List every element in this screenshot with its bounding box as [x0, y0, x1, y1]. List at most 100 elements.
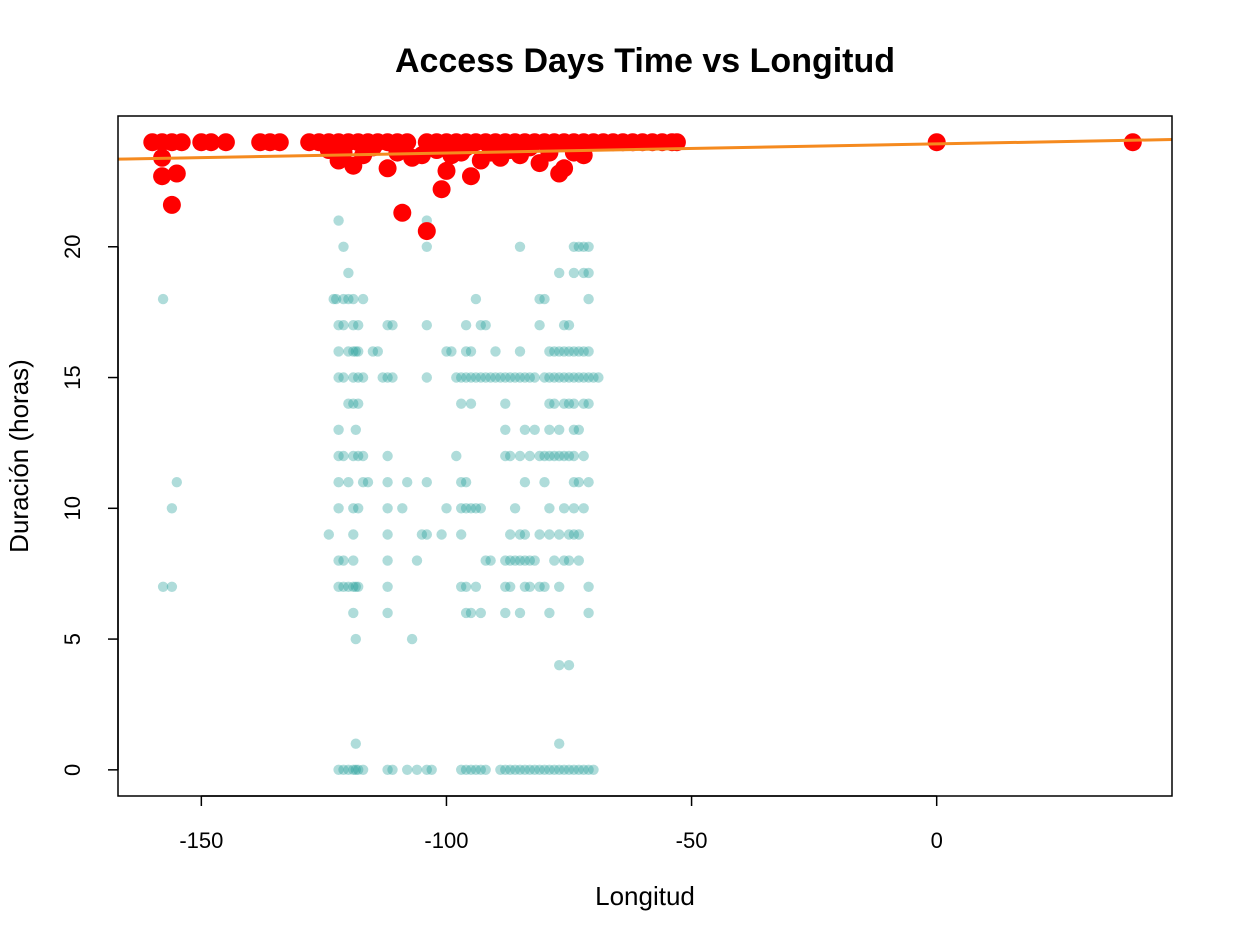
highlight-point	[417, 222, 436, 241]
data-point	[529, 424, 540, 435]
highlight-point	[167, 164, 186, 183]
data-point	[529, 372, 540, 383]
data-point	[568, 372, 580, 383]
data-point	[554, 346, 565, 357]
data-point	[446, 346, 457, 357]
data-point	[544, 503, 555, 514]
data-point	[588, 372, 599, 383]
data-point	[544, 346, 555, 357]
data-point	[343, 477, 354, 488]
data-point	[411, 555, 423, 566]
data-point	[544, 764, 555, 775]
data-point	[382, 555, 393, 566]
highlight-points-layer	[143, 133, 1142, 241]
data-point	[485, 372, 496, 383]
y-tick-label: 20	[60, 235, 85, 259]
x-axis-label: Longitud	[595, 881, 695, 911]
data-point	[573, 477, 584, 488]
data-point	[343, 267, 354, 279]
data-point	[563, 555, 575, 566]
data-point	[505, 450, 516, 462]
data-point	[578, 241, 589, 252]
data-point	[549, 398, 560, 409]
highlight-point	[216, 133, 235, 152]
data-point	[382, 764, 393, 775]
data-point	[490, 346, 501, 357]
data-point	[554, 660, 565, 671]
data-point	[539, 764, 550, 775]
y-tick-label: 10	[60, 496, 85, 520]
data-point	[573, 529, 584, 540]
highlight-point	[432, 180, 451, 199]
x-tick-label: -150	[179, 828, 223, 853]
data-point	[343, 764, 354, 775]
data-point	[357, 477, 369, 488]
data-point	[411, 764, 423, 775]
data-point	[519, 555, 531, 566]
data-point	[350, 581, 361, 592]
data-point	[421, 372, 432, 383]
data-point	[514, 555, 526, 566]
data-point	[505, 555, 516, 566]
data-point	[578, 450, 589, 462]
data-point	[465, 372, 477, 383]
data-point	[350, 764, 361, 775]
data-point	[460, 346, 472, 357]
data-point	[416, 529, 428, 540]
data-point	[338, 555, 349, 566]
highlight-point	[1123, 133, 1142, 152]
highlight-point	[334, 143, 353, 162]
data-point	[353, 320, 364, 331]
data-point	[519, 529, 531, 540]
data-point	[519, 581, 531, 592]
data-point	[421, 764, 432, 775]
data-point	[338, 372, 349, 383]
data-point	[500, 450, 511, 462]
data-point	[578, 372, 589, 383]
data-point	[350, 346, 361, 357]
highlight-point	[153, 167, 172, 186]
data-point	[333, 372, 344, 383]
data-point	[421, 529, 432, 540]
data-point	[578, 398, 589, 409]
data-point	[563, 450, 575, 462]
data-point	[348, 398, 359, 409]
y-axis-label: Duración (horas)	[4, 359, 34, 553]
data-point	[573, 346, 584, 357]
data-point	[534, 529, 545, 540]
highlight-point	[412, 146, 431, 165]
data-point	[382, 581, 393, 592]
data-point	[343, 293, 354, 305]
data-point	[509, 503, 521, 514]
data-point	[588, 764, 599, 775]
data-point	[524, 581, 535, 592]
data-point	[500, 764, 511, 775]
data-point	[475, 607, 486, 619]
data-point	[460, 764, 472, 775]
data-point	[554, 738, 565, 749]
data-point	[554, 267, 565, 279]
data-point	[357, 764, 369, 775]
data-point	[441, 503, 452, 514]
data-point	[353, 503, 364, 514]
data-point	[573, 764, 584, 775]
data-point	[353, 581, 364, 592]
data-point	[157, 293, 169, 305]
data-point	[451, 372, 462, 383]
data-point	[568, 241, 580, 252]
data-point	[372, 346, 383, 357]
x-tick-label: -50	[676, 828, 708, 853]
data-point	[480, 372, 491, 383]
data-point	[157, 581, 169, 592]
highlight-point	[172, 133, 191, 152]
data-point	[500, 581, 511, 592]
data-point	[563, 372, 575, 383]
data-point	[348, 320, 359, 331]
data-point	[514, 764, 526, 775]
data-point	[475, 372, 486, 383]
data-point	[470, 372, 482, 383]
data-point	[593, 372, 604, 383]
data-point	[534, 293, 545, 305]
data-point	[554, 450, 565, 462]
data-point	[406, 633, 418, 645]
